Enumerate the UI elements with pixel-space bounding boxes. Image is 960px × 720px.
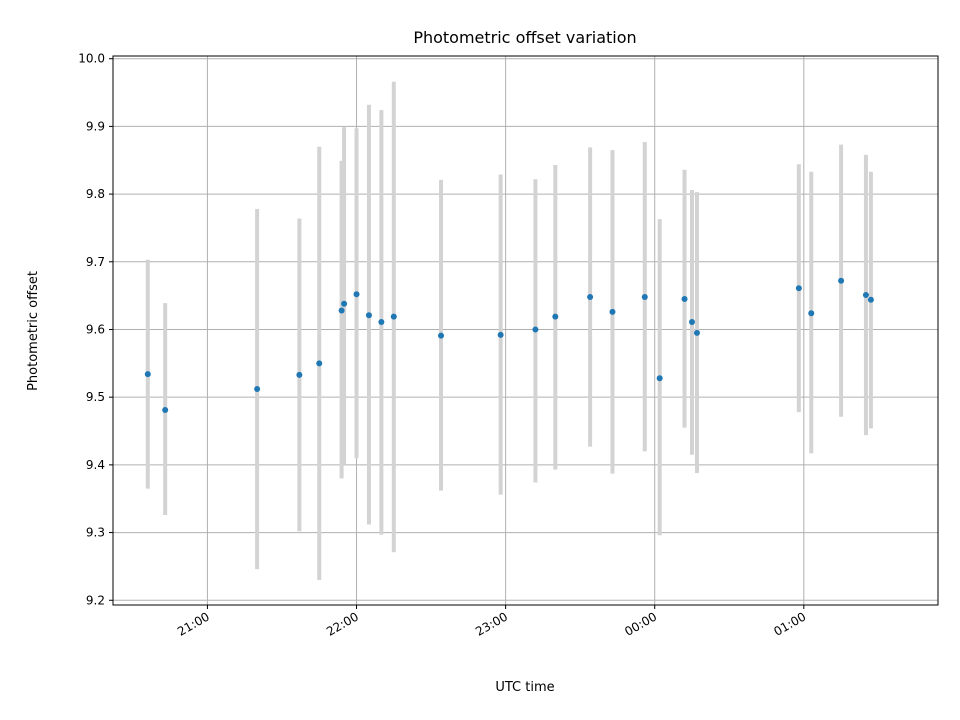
- y-tick-label: 9.3: [86, 526, 105, 540]
- data-point: [162, 407, 169, 414]
- y-tick-label: 9.4: [86, 458, 105, 472]
- y-tick-label: 9.9: [86, 119, 105, 133]
- y-tick-label: 10.0: [78, 52, 105, 66]
- y-tick-label: 9.5: [86, 390, 105, 404]
- data-point: [338, 307, 345, 314]
- data-point: [254, 386, 261, 393]
- data-point: [316, 360, 323, 367]
- data-point: [867, 296, 874, 303]
- x-axis-label: UTC time: [495, 680, 554, 695]
- y-tick-label: 9.2: [86, 593, 105, 607]
- data-point: [795, 285, 802, 292]
- data-point: [656, 375, 663, 382]
- data-point: [296, 371, 303, 378]
- data-point: [390, 313, 397, 320]
- data-point: [378, 319, 385, 326]
- plot-frame: [112, 55, 939, 606]
- data-point: [144, 371, 151, 378]
- data-point: [641, 293, 648, 300]
- data-point: [552, 313, 559, 320]
- y-tick-label: 9.7: [86, 255, 105, 269]
- chart-title: Photometric offset variation: [413, 28, 636, 47]
- data-point: [862, 291, 869, 298]
- data-point: [688, 319, 695, 326]
- y-axis-label: Photometric offset: [26, 271, 41, 391]
- data-point: [353, 291, 360, 298]
- data-point: [532, 326, 539, 333]
- data-point: [838, 277, 845, 284]
- data-point: [681, 296, 688, 303]
- data-point: [341, 300, 348, 307]
- data-point: [609, 308, 616, 315]
- y-tick-label: 9.6: [86, 322, 105, 336]
- data-point: [808, 310, 815, 317]
- y-tick-label: 9.8: [86, 187, 105, 201]
- data-point: [587, 293, 594, 300]
- data-point: [438, 332, 445, 339]
- data-point: [497, 331, 504, 338]
- data-point: [365, 312, 372, 319]
- data-point: [693, 329, 700, 336]
- data-points: [144, 277, 874, 414]
